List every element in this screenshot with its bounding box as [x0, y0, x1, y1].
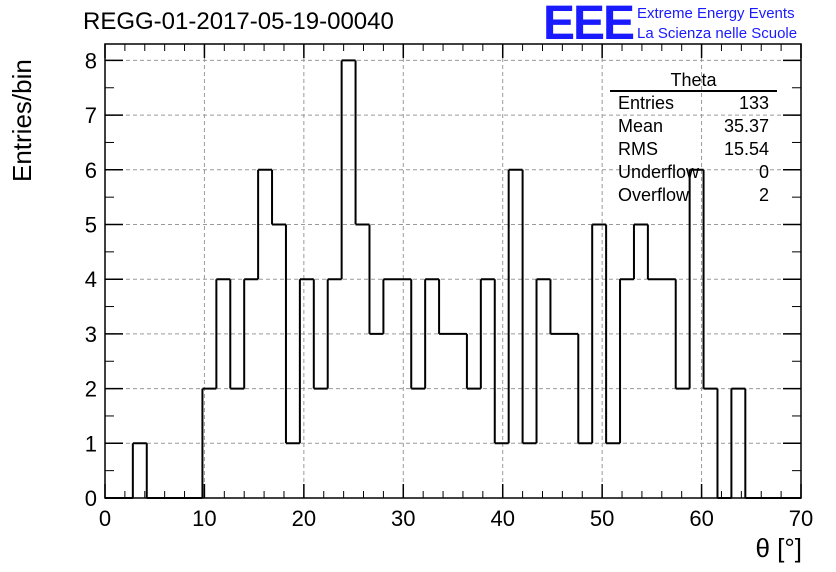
y-tick-label: 3: [85, 322, 97, 347]
stats-row-entries: Entries 133: [610, 92, 777, 115]
histogram-bin: [356, 225, 370, 498]
stats-row-underflow: Underflow 0: [610, 161, 777, 184]
y-tick-label: 5: [85, 213, 97, 238]
x-tick-label: 50: [590, 506, 614, 531]
logo-line-1: Extreme Energy Events: [637, 5, 795, 22]
y-tick-label: 8: [85, 48, 97, 73]
stats-label: Mean: [618, 116, 664, 136]
stats-box-title: Theta: [610, 70, 777, 92]
x-tick-label: 20: [292, 506, 316, 531]
stats-label: Underflow: [618, 162, 700, 182]
histogram-bin: [634, 225, 648, 498]
stats-label: Overflow: [618, 185, 690, 205]
x-tick-label: 40: [490, 506, 514, 531]
stats-value: 133: [738, 93, 769, 113]
histogram-bin: [523, 443, 537, 498]
y-tick-label: 1: [85, 431, 97, 456]
stats-value: 0: [758, 162, 769, 182]
y-tick-label: 6: [85, 158, 97, 183]
y-tick-label: 4: [85, 267, 97, 292]
stats-label: RMS: [618, 139, 658, 159]
x-tick-label: 30: [391, 506, 415, 531]
eee-logo: EEE: [543, 0, 635, 50]
histogram-bin: [272, 225, 286, 498]
stats-value: 2: [758, 185, 769, 205]
histogram-bin: [550, 334, 564, 498]
histogram-bin: [133, 443, 147, 498]
x-tick-label: 0: [99, 506, 111, 531]
stats-row-mean: Mean 35.37: [610, 115, 777, 138]
plot-frame: [104, 43, 802, 499]
y-axis-label: Entries/bin: [7, 59, 37, 182]
x-tick-label: 10: [192, 506, 216, 531]
logo-line-2: La Scienza nelle Scuole: [637, 25, 798, 42]
logo-caption: Extreme Energy Events La Scienza nelle S…: [637, 4, 797, 44]
histogram-bin: [495, 443, 509, 498]
y-tick-label: 0: [85, 486, 97, 511]
histogram-bin: [369, 334, 383, 498]
histogram-bin: [439, 334, 453, 498]
stats-value: 15.54: [723, 139, 769, 159]
chart-title: REGG-01-2017-05-19-00040: [83, 8, 394, 35]
histogram-bin: [564, 334, 578, 498]
stats-box: Theta Entries 133 Mean 35.37 RMS 15.54 U…: [610, 70, 777, 207]
x-axis-label: θ [°]: [755, 533, 802, 563]
histogram-bin: [453, 334, 467, 498]
stats-label: Entries: [618, 93, 675, 113]
stats-value: 35.37: [723, 116, 769, 136]
histogram-bin: [592, 225, 606, 498]
stats-row-rms: RMS 15.54: [610, 138, 777, 161]
histogram-bin: [286, 443, 300, 498]
y-tick-label: 7: [85, 103, 97, 128]
histogram-bin: [606, 443, 620, 498]
y-tick-label: 2: [85, 377, 97, 402]
x-tick-label: 60: [689, 506, 713, 531]
stats-row-overflow: Overflow 2: [610, 184, 777, 207]
histogram-bin: [578, 443, 592, 498]
axis-ticks: [104, 44, 802, 499]
x-tick-label: 70: [789, 506, 813, 531]
